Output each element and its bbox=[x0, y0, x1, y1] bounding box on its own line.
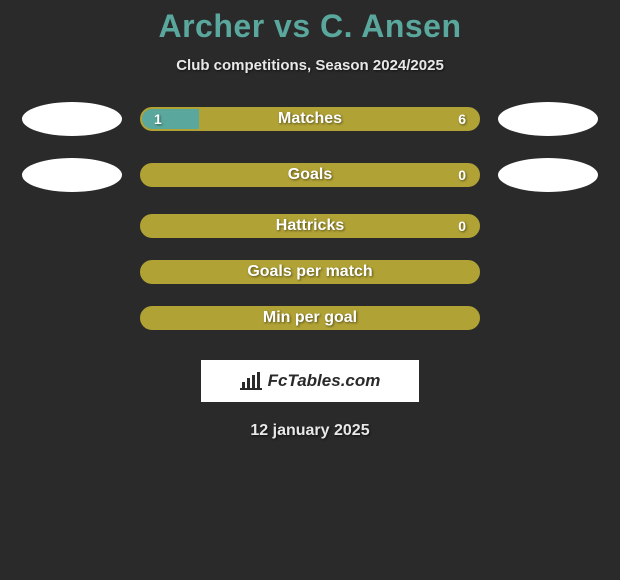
stat-bar: Matches 1 6 bbox=[140, 107, 480, 131]
team-left-oval bbox=[22, 158, 122, 192]
stat-bar: Min per goal bbox=[140, 306, 480, 330]
fctables-badge[interactable]: FcTables.com bbox=[201, 360, 419, 402]
stat-row: Hattricks 0 bbox=[0, 214, 620, 238]
subtitle: Club competitions, Season 2024/2025 bbox=[0, 57, 620, 74]
date-text: 12 january 2025 bbox=[0, 422, 620, 440]
team-right-oval bbox=[498, 102, 598, 136]
stat-bar: Goals per match bbox=[140, 260, 480, 284]
team-right-oval bbox=[498, 158, 598, 192]
stat-row: Matches 1 6 bbox=[0, 102, 620, 136]
team-left-oval bbox=[22, 102, 122, 136]
stat-label: Goals per match bbox=[247, 263, 372, 281]
stat-bar: Hattricks 0 bbox=[140, 214, 480, 238]
stat-value-right: 6 bbox=[458, 111, 466, 127]
bar-chart-icon bbox=[240, 372, 262, 390]
stat-label: Hattricks bbox=[276, 217, 344, 235]
stat-label: Goals bbox=[288, 166, 332, 184]
stat-label: Min per goal bbox=[263, 309, 357, 327]
stat-label: Matches bbox=[278, 110, 342, 128]
page-title: Archer vs C. Ansen bbox=[0, 8, 620, 45]
stat-value-right: 0 bbox=[458, 167, 466, 183]
fctables-text: FcTables.com bbox=[268, 371, 381, 391]
bar-left-segment bbox=[142, 109, 199, 129]
stat-row: Goals 0 bbox=[0, 158, 620, 192]
stat-row: Min per goal bbox=[0, 306, 620, 330]
stats-container: Matches 1 6 Goals 0 Hattricks 0 Goals per match… bbox=[0, 102, 620, 330]
stat-value-right: 0 bbox=[458, 218, 466, 234]
stat-row: Goals per match bbox=[0, 260, 620, 284]
stat-bar: Goals 0 bbox=[140, 163, 480, 187]
stat-value-left: 1 bbox=[154, 111, 162, 127]
